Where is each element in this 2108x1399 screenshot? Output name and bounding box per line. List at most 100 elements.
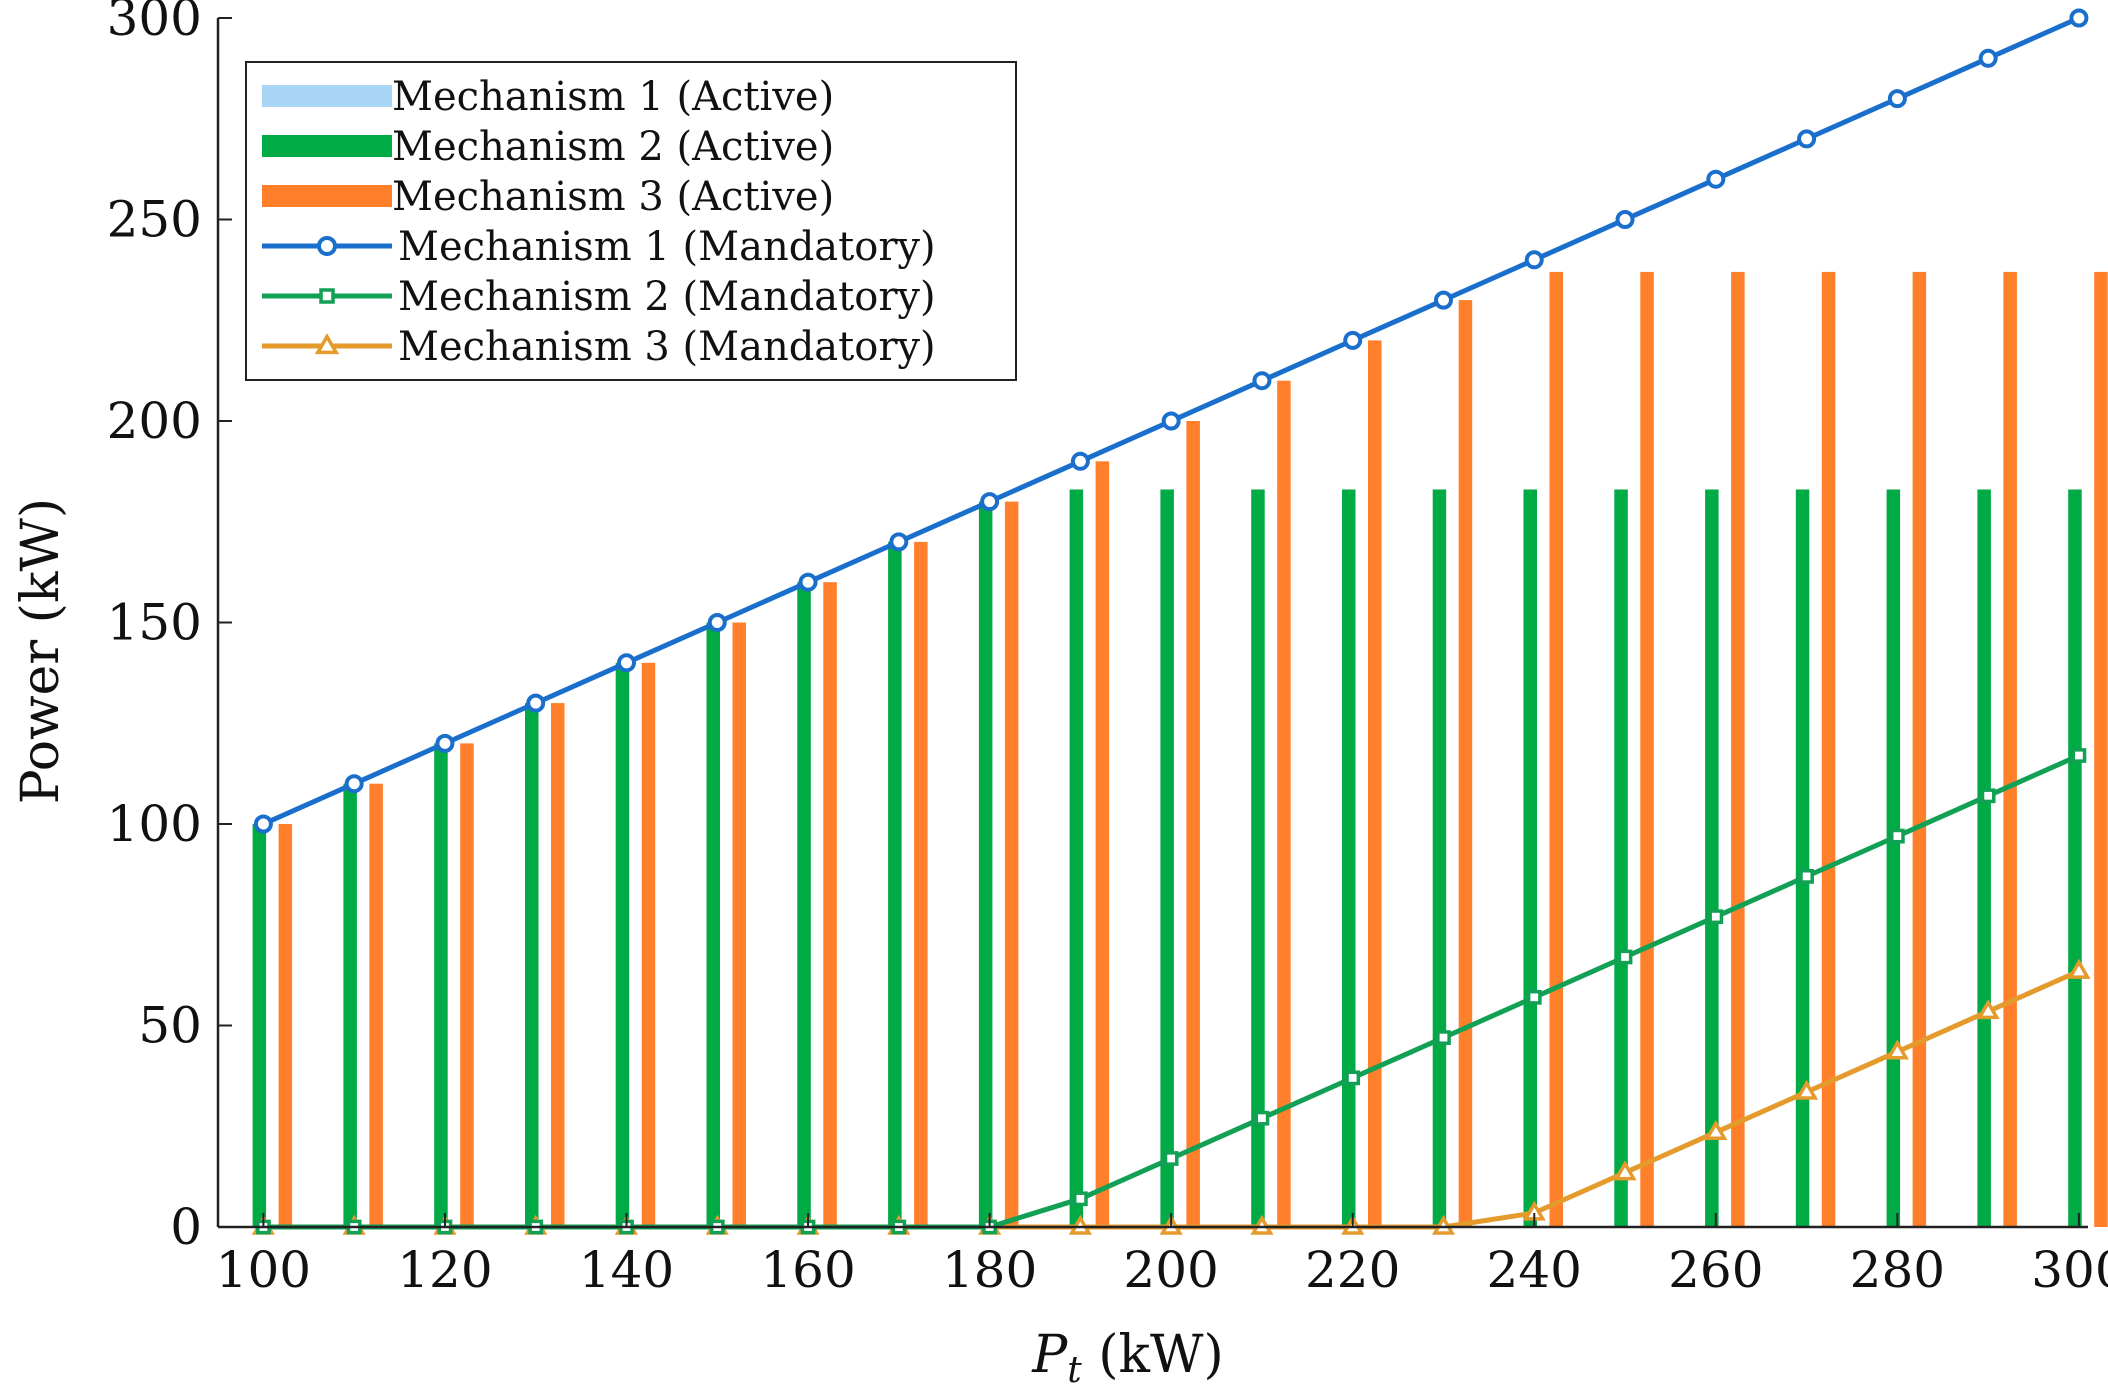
marker-mechanism-1-mandatory-240 bbox=[1524, 250, 1544, 270]
y-tick-label-300: 300 bbox=[107, 0, 202, 47]
marker-mechanism-3-mandatory-260 bbox=[1704, 1120, 1728, 1141]
marker-mechanism-3-mandatory-250 bbox=[1613, 1160, 1637, 1181]
bar-mechanism-2-active--120 bbox=[434, 743, 448, 1227]
marker-mechanism-3-mandatory-290 bbox=[1976, 999, 2000, 1020]
bar-mechanism-2-active--110 bbox=[343, 783, 357, 1227]
marker-mechanism-1-mandatory-260 bbox=[1706, 169, 1726, 189]
marker-mechanism-1-mandatory-210 bbox=[1252, 371, 1272, 391]
bar-mechanism-3-active--160 bbox=[823, 582, 837, 1227]
legend: Mechanism 1 (Active)Mechanism 2 (Active)… bbox=[245, 61, 1017, 381]
bar-mechanism-2-active--220 bbox=[1342, 489, 1356, 1227]
y-tick-label-200: 200 bbox=[107, 392, 202, 450]
bar-mechanism-2-active--190 bbox=[1069, 489, 1084, 1227]
bar-mechanism-2-active--140 bbox=[615, 662, 630, 1227]
marker-mechanism-2-mandatory-250 bbox=[1617, 949, 1633, 965]
y-tick-label-250: 250 bbox=[107, 191, 202, 249]
marker-mechanism-1-mandatory-300 bbox=[2069, 8, 2089, 28]
bar-mechanism-3-active--260 bbox=[1731, 271, 1745, 1227]
x-tick-label-100: 100 bbox=[216, 1241, 311, 1299]
legend-label-mechanism-1-mandatory: Mechanism 1 (Mandatory) bbox=[398, 224, 936, 270]
bar-mechanism-3-active--200 bbox=[1186, 421, 1200, 1227]
bar-mechanism-2-active--240 bbox=[1523, 489, 1537, 1227]
marker-mechanism-1-mandatory-290 bbox=[1978, 48, 1998, 68]
bar-mechanism-2-active--160 bbox=[797, 582, 811, 1227]
bar-mechanism-3-active--280 bbox=[1912, 271, 1927, 1227]
bar-mechanism-3-active--180 bbox=[1004, 501, 1019, 1228]
legend-swatch-mechanism-3-active bbox=[262, 185, 392, 207]
legend-label-mechanism-3-active: Mechanism 3 (Active) bbox=[392, 174, 834, 220]
y-tick-label-150: 150 bbox=[107, 594, 202, 652]
marker-mechanism-3-mandatory-300 bbox=[2067, 958, 2091, 979]
bar-mechanism-3-active--150 bbox=[732, 622, 746, 1227]
marker-mechanism-1-mandatory-220 bbox=[1343, 330, 1363, 350]
x-tick-label-160: 160 bbox=[760, 1241, 855, 1299]
x-tick-label-260: 260 bbox=[1668, 1241, 1763, 1299]
x-tick-label-140: 140 bbox=[579, 1241, 674, 1299]
bar-mechanism-3-active--240 bbox=[1549, 271, 1563, 1227]
marker-mechanism-1-mandatory-190 bbox=[1070, 451, 1090, 471]
bar-mechanism-2-active--170 bbox=[888, 541, 902, 1227]
marker-mechanism-1-mandatory-120 bbox=[435, 733, 455, 753]
marker-mechanism-1-mandatory-180 bbox=[980, 492, 1000, 512]
legend-label-mechanism-2-active: Mechanism 2 (Active) bbox=[392, 124, 834, 170]
marker-mechanism-1-mandatory-110 bbox=[344, 774, 364, 794]
marker-mechanism-2-mandatory-270 bbox=[1799, 869, 1814, 884]
marker-mechanism-3-mandatory-280 bbox=[1885, 1039, 1909, 1060]
x-axis-title: Pt (kW) bbox=[1031, 1325, 1224, 1391]
marker-mechanism-2-mandatory-290 bbox=[1980, 788, 1996, 804]
marker-mechanism-1-mandatory-270 bbox=[1797, 129, 1817, 149]
legend-box bbox=[245, 61, 1017, 381]
axes-layer: 100 120 140 160 180 200 220 240 260 280 300 0 50 100 1… bbox=[107, 0, 2108, 1299]
marker-mechanism-2-mandatory-280 bbox=[1889, 828, 1905, 844]
bar-mechanism-3-active--220 bbox=[1368, 340, 1382, 1227]
marker-mechanism-1-mandatory-140 bbox=[616, 653, 636, 673]
legend-swatch-mechanism-1-active bbox=[262, 85, 392, 107]
bar-mechanism-3-active--290 bbox=[2003, 271, 2017, 1227]
bar-mechanism-3-active--170 bbox=[914, 541, 928, 1227]
x-axis-unit: (kW) bbox=[1082, 1325, 1224, 1385]
marker-mechanism-3-mandatory-210 bbox=[1250, 1214, 1274, 1235]
bar-mechanism-3-active--230 bbox=[1458, 300, 1473, 1228]
bar-mechanism-2-active--270 bbox=[1795, 489, 1810, 1227]
x-tick-label-300: 300 bbox=[2031, 1241, 2108, 1299]
bar-mechanism-2-active--300 bbox=[2068, 489, 2082, 1227]
bar-mechanism-3-active--140 bbox=[641, 662, 656, 1227]
y-axis-title: Power (kW) bbox=[11, 498, 71, 804]
x-axis-symbol: P bbox=[1031, 1325, 1068, 1385]
x-axis-subscript: t bbox=[1067, 1350, 1082, 1391]
x-tick-label-200: 200 bbox=[1123, 1241, 1218, 1299]
bar-mechanism-2-active--150 bbox=[706, 622, 720, 1227]
bar-mechanism-3-active--110 bbox=[369, 783, 383, 1227]
bar-mechanism-3-active--120 bbox=[460, 743, 474, 1227]
x-tick-label-280: 280 bbox=[1850, 1241, 1945, 1299]
bar-mechanism-2-active--290 bbox=[1977, 489, 1991, 1227]
marker-mechanism-1-mandatory-200 bbox=[1161, 411, 1181, 431]
marker-mechanism-2-mandatory-190 bbox=[1073, 1191, 1088, 1207]
marker-mechanism-2-mandatory-240 bbox=[1526, 989, 1542, 1005]
x-tick-label-120: 120 bbox=[397, 1241, 492, 1299]
marker-mechanism-2-mandatory-260 bbox=[1708, 909, 1724, 925]
bar-mechanism-3-active--270 bbox=[1821, 271, 1836, 1227]
marker-mechanism-1-mandatory-160 bbox=[798, 572, 818, 592]
marker-mechanism-2-mandatory-210 bbox=[1254, 1110, 1270, 1126]
bar-mechanism-3-active--210 bbox=[1277, 380, 1291, 1227]
bar-mechanism-2-active--180 bbox=[978, 501, 993, 1228]
y-tick-label-100: 100 bbox=[107, 795, 202, 853]
marker-mechanism-1-mandatory-130 bbox=[526, 693, 546, 713]
legend-label-mechanism-1-active: Mechanism 1 (Active) bbox=[392, 74, 834, 120]
marker-mechanism-1-mandatory-250 bbox=[1615, 210, 1635, 229]
x-tick-label-180: 180 bbox=[942, 1241, 1037, 1299]
marker-mechanism-1-mandatory-170 bbox=[889, 532, 909, 552]
bar-mechanism-3-active--190 bbox=[1095, 461, 1110, 1227]
bar-mechanism-3-active--250 bbox=[1640, 271, 1654, 1227]
bar-mechanism-2-active--260 bbox=[1705, 489, 1719, 1227]
bar-mechanism-2-active--280 bbox=[1886, 489, 1901, 1227]
marker-mechanism-1-mandatory-100 bbox=[253, 814, 273, 834]
bar-mechanism-2-active--130 bbox=[525, 703, 539, 1227]
bar-mechanism-2-active--230 bbox=[1432, 489, 1447, 1227]
legend-label-mechanism-3-mandatory: Mechanism 3 (Mandatory) bbox=[398, 324, 936, 370]
marker-mechanism-2-mandatory-300 bbox=[2071, 748, 2087, 763]
marker-mechanism-3-mandatory-270 bbox=[1794, 1079, 1819, 1100]
y-tick-label-50: 50 bbox=[138, 997, 202, 1055]
